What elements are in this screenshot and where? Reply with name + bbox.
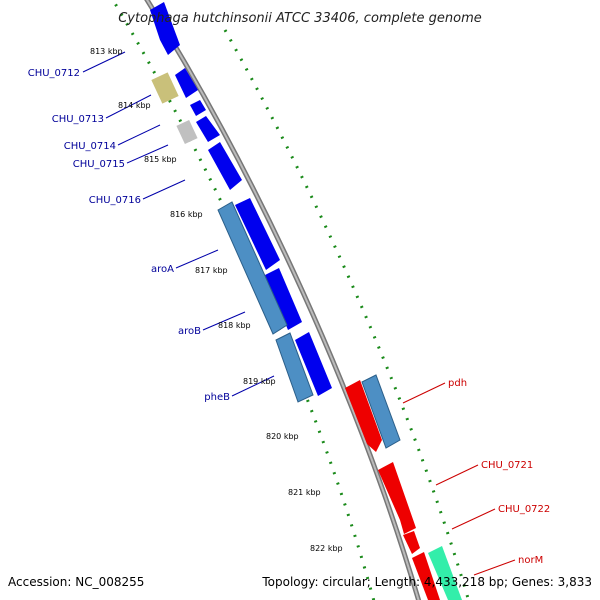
gene-pheb[interactable]	[295, 332, 332, 396]
label-chu0721[interactable]: CHU_0721	[481, 460, 533, 471]
gene-chu0714[interactable]	[190, 100, 206, 116]
cds-aroA[interactable]	[217, 201, 288, 335]
label-pheb[interactable]: pheB	[204, 392, 230, 403]
tick-813: 813 kbp	[90, 47, 123, 56]
tick-818: 818 kbp	[218, 321, 251, 330]
left-gene-labels: CHU_0712 CHU_0713 CHU_0714 CHU_0715 CHU_…	[28, 68, 230, 403]
label-chu0715[interactable]: CHU_0715	[73, 159, 125, 170]
label-chu0722[interactable]: CHU_0722	[498, 504, 550, 515]
gene-norM-teal[interactable]	[428, 546, 462, 600]
tick-817: 817 kbp	[195, 266, 228, 275]
gene-chu0715[interactable]	[196, 116, 220, 142]
label-pdh[interactable]: pdh	[448, 378, 467, 389]
gene-pdh-red[interactable]	[345, 380, 382, 452]
label-chu0712[interactable]: CHU_0712	[28, 68, 80, 79]
gene-chu0716[interactable]	[208, 142, 242, 190]
tick-815: 815 kbp	[144, 155, 177, 164]
right-gene-labels: pdh CHU_0721 CHU_0722 norM	[448, 378, 550, 566]
gene-chu0713[interactable]	[175, 68, 198, 98]
left-label-lines	[82, 51, 275, 397]
inner-tick-track	[111, 0, 376, 600]
reverse-strand-genes	[345, 374, 462, 600]
label-chu0714[interactable]: CHU_0714	[64, 141, 116, 152]
summary-text: Topology: circular; Length: 4,433,218 bp…	[261, 575, 592, 589]
gene-chu0721[interactable]	[378, 462, 416, 534]
forward-strand-genes	[150, 2, 332, 396]
label-norm[interactable]: norM	[518, 555, 543, 566]
gene-khaki[interactable]	[151, 72, 179, 104]
gene-norM-red[interactable]	[412, 552, 440, 600]
cds-pdh-steel[interactable]	[361, 374, 401, 449]
gene-arob[interactable]	[265, 268, 302, 330]
gene-grey[interactable]	[176, 119, 198, 145]
steel-cds-left	[217, 201, 314, 403]
accession-text: Accession: NC_008255	[8, 575, 144, 589]
tick-816: 816 kbp	[170, 210, 203, 219]
kbp-tick-labels: 813 kbp 814 kbp 815 kbp 816 kbp 817 kbp …	[90, 47, 343, 553]
gene-chu0722[interactable]	[403, 531, 420, 554]
tick-819: 819 kbp	[243, 377, 276, 386]
label-aroa[interactable]: aroA	[151, 264, 174, 275]
label-chu0713[interactable]: CHU_0713	[52, 114, 104, 125]
right-label-lines	[402, 382, 516, 576]
gene-chu0712[interactable]	[150, 2, 180, 55]
label-chu0716[interactable]: CHU_0716	[89, 195, 141, 206]
tick-821: 821 kbp	[288, 488, 321, 497]
tick-820: 820 kbp	[266, 432, 299, 441]
map-title: Cytophaga hutchinsonii ATCC 33406, compl…	[118, 11, 482, 26]
tick-814: 814 kbp	[118, 101, 151, 110]
gene-arod[interactable]	[235, 198, 280, 270]
tick-822: 822 kbp	[310, 544, 343, 553]
cds-pheB[interactable]	[275, 332, 314, 403]
label-arob[interactable]: aroB	[178, 326, 201, 337]
